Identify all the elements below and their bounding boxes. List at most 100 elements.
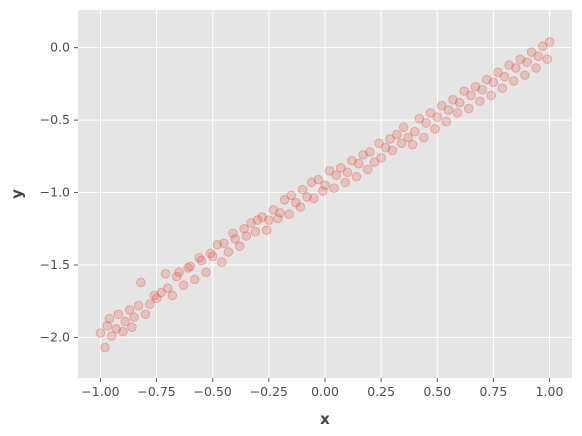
data-point <box>228 228 238 238</box>
x-tick-label: 0.75 <box>479 384 507 399</box>
data-point <box>452 108 463 118</box>
data-point <box>133 300 144 311</box>
data-point <box>104 313 115 324</box>
data-point <box>264 215 274 225</box>
x-tick-label: 0.50 <box>423 384 451 399</box>
data-point <box>497 83 508 94</box>
data-point <box>234 241 245 251</box>
data-point <box>515 54 526 65</box>
data-point <box>419 132 429 143</box>
data-point <box>392 129 402 140</box>
data-point <box>118 326 128 337</box>
y-tick-label: 0.0 <box>50 40 70 55</box>
data-point <box>194 252 205 263</box>
x-tick-label: −0.25 <box>250 384 288 399</box>
data-point <box>414 113 425 124</box>
data-point <box>331 170 342 180</box>
y-tick-label: −1.5 <box>40 257 70 272</box>
data-point <box>207 251 218 262</box>
data-point <box>443 105 454 115</box>
data-point <box>459 86 470 96</box>
data-point <box>124 305 135 315</box>
data-point <box>178 280 189 291</box>
data-point <box>421 118 431 128</box>
data-point <box>95 328 106 338</box>
data-point <box>376 152 386 163</box>
data-point <box>486 90 496 101</box>
data-point <box>111 323 121 334</box>
data-point <box>120 316 130 327</box>
data-point <box>403 132 413 143</box>
data-point <box>508 76 519 86</box>
data-point <box>163 283 173 293</box>
data-point <box>201 267 211 278</box>
data-point <box>183 263 193 273</box>
data-point <box>317 186 328 196</box>
data-point <box>504 60 514 70</box>
x-tick-label: 0.00 <box>311 384 339 399</box>
data-point <box>172 271 182 282</box>
data-point <box>284 209 294 220</box>
data-point <box>275 208 285 218</box>
data-point <box>257 212 267 222</box>
y-tick-label: −1.0 <box>40 185 70 200</box>
data-point <box>511 63 521 73</box>
y-axis-label: y <box>8 189 26 199</box>
data-point <box>189 274 200 285</box>
data-point <box>398 122 409 133</box>
data-point <box>335 163 346 173</box>
data-point <box>432 112 443 123</box>
y-axis-ticks: 0.0 −0.5 −1.0 −1.5 −2.0 <box>40 40 78 344</box>
data-point <box>353 158 364 169</box>
data-point <box>365 147 375 157</box>
data-point <box>441 116 452 127</box>
data-point <box>470 81 481 92</box>
data-point <box>140 309 151 320</box>
data-point <box>313 174 324 185</box>
data-point <box>340 177 351 188</box>
data-point <box>239 223 249 234</box>
data-point <box>295 202 306 212</box>
data-point <box>380 142 391 153</box>
data-point <box>542 54 553 65</box>
data-point <box>396 138 407 149</box>
x-tick-label: −0.75 <box>137 384 175 399</box>
data-point <box>358 150 368 160</box>
y-tick-label: −0.5 <box>40 112 70 127</box>
data-points <box>95 37 555 353</box>
x-axis-label: x <box>320 410 330 428</box>
data-point <box>329 183 339 194</box>
data-point <box>230 234 240 244</box>
data-point <box>374 138 384 149</box>
data-point <box>113 309 124 320</box>
data-point <box>219 238 229 249</box>
data-point <box>167 290 178 301</box>
y-tick-label: −2.0 <box>40 329 70 344</box>
data-point <box>129 312 139 322</box>
data-point <box>100 342 110 353</box>
data-point <box>320 180 330 191</box>
data-point <box>252 215 263 225</box>
data-point <box>102 321 112 331</box>
data-point <box>463 103 474 114</box>
data-point <box>477 84 487 95</box>
data-point <box>174 267 184 278</box>
data-point <box>212 239 223 250</box>
data-point <box>291 197 301 208</box>
data-point <box>250 226 261 237</box>
data-point <box>302 192 312 202</box>
x-tick-label: 1.00 <box>536 384 564 399</box>
data-point <box>369 157 380 167</box>
data-point <box>297 184 308 195</box>
data-point <box>145 299 155 309</box>
data-point <box>196 255 207 266</box>
data-point <box>385 134 395 144</box>
data-point <box>160 268 171 279</box>
data-point <box>185 261 196 272</box>
data-point <box>136 277 146 288</box>
data-point <box>531 63 541 73</box>
data-point <box>362 164 373 175</box>
x-axis-ticks: −1.00 −0.75 −0.50 −0.25 0.00 0.25 0.50 0.75 1.00 <box>81 378 564 399</box>
x-tick-label: 0.25 <box>367 384 395 399</box>
